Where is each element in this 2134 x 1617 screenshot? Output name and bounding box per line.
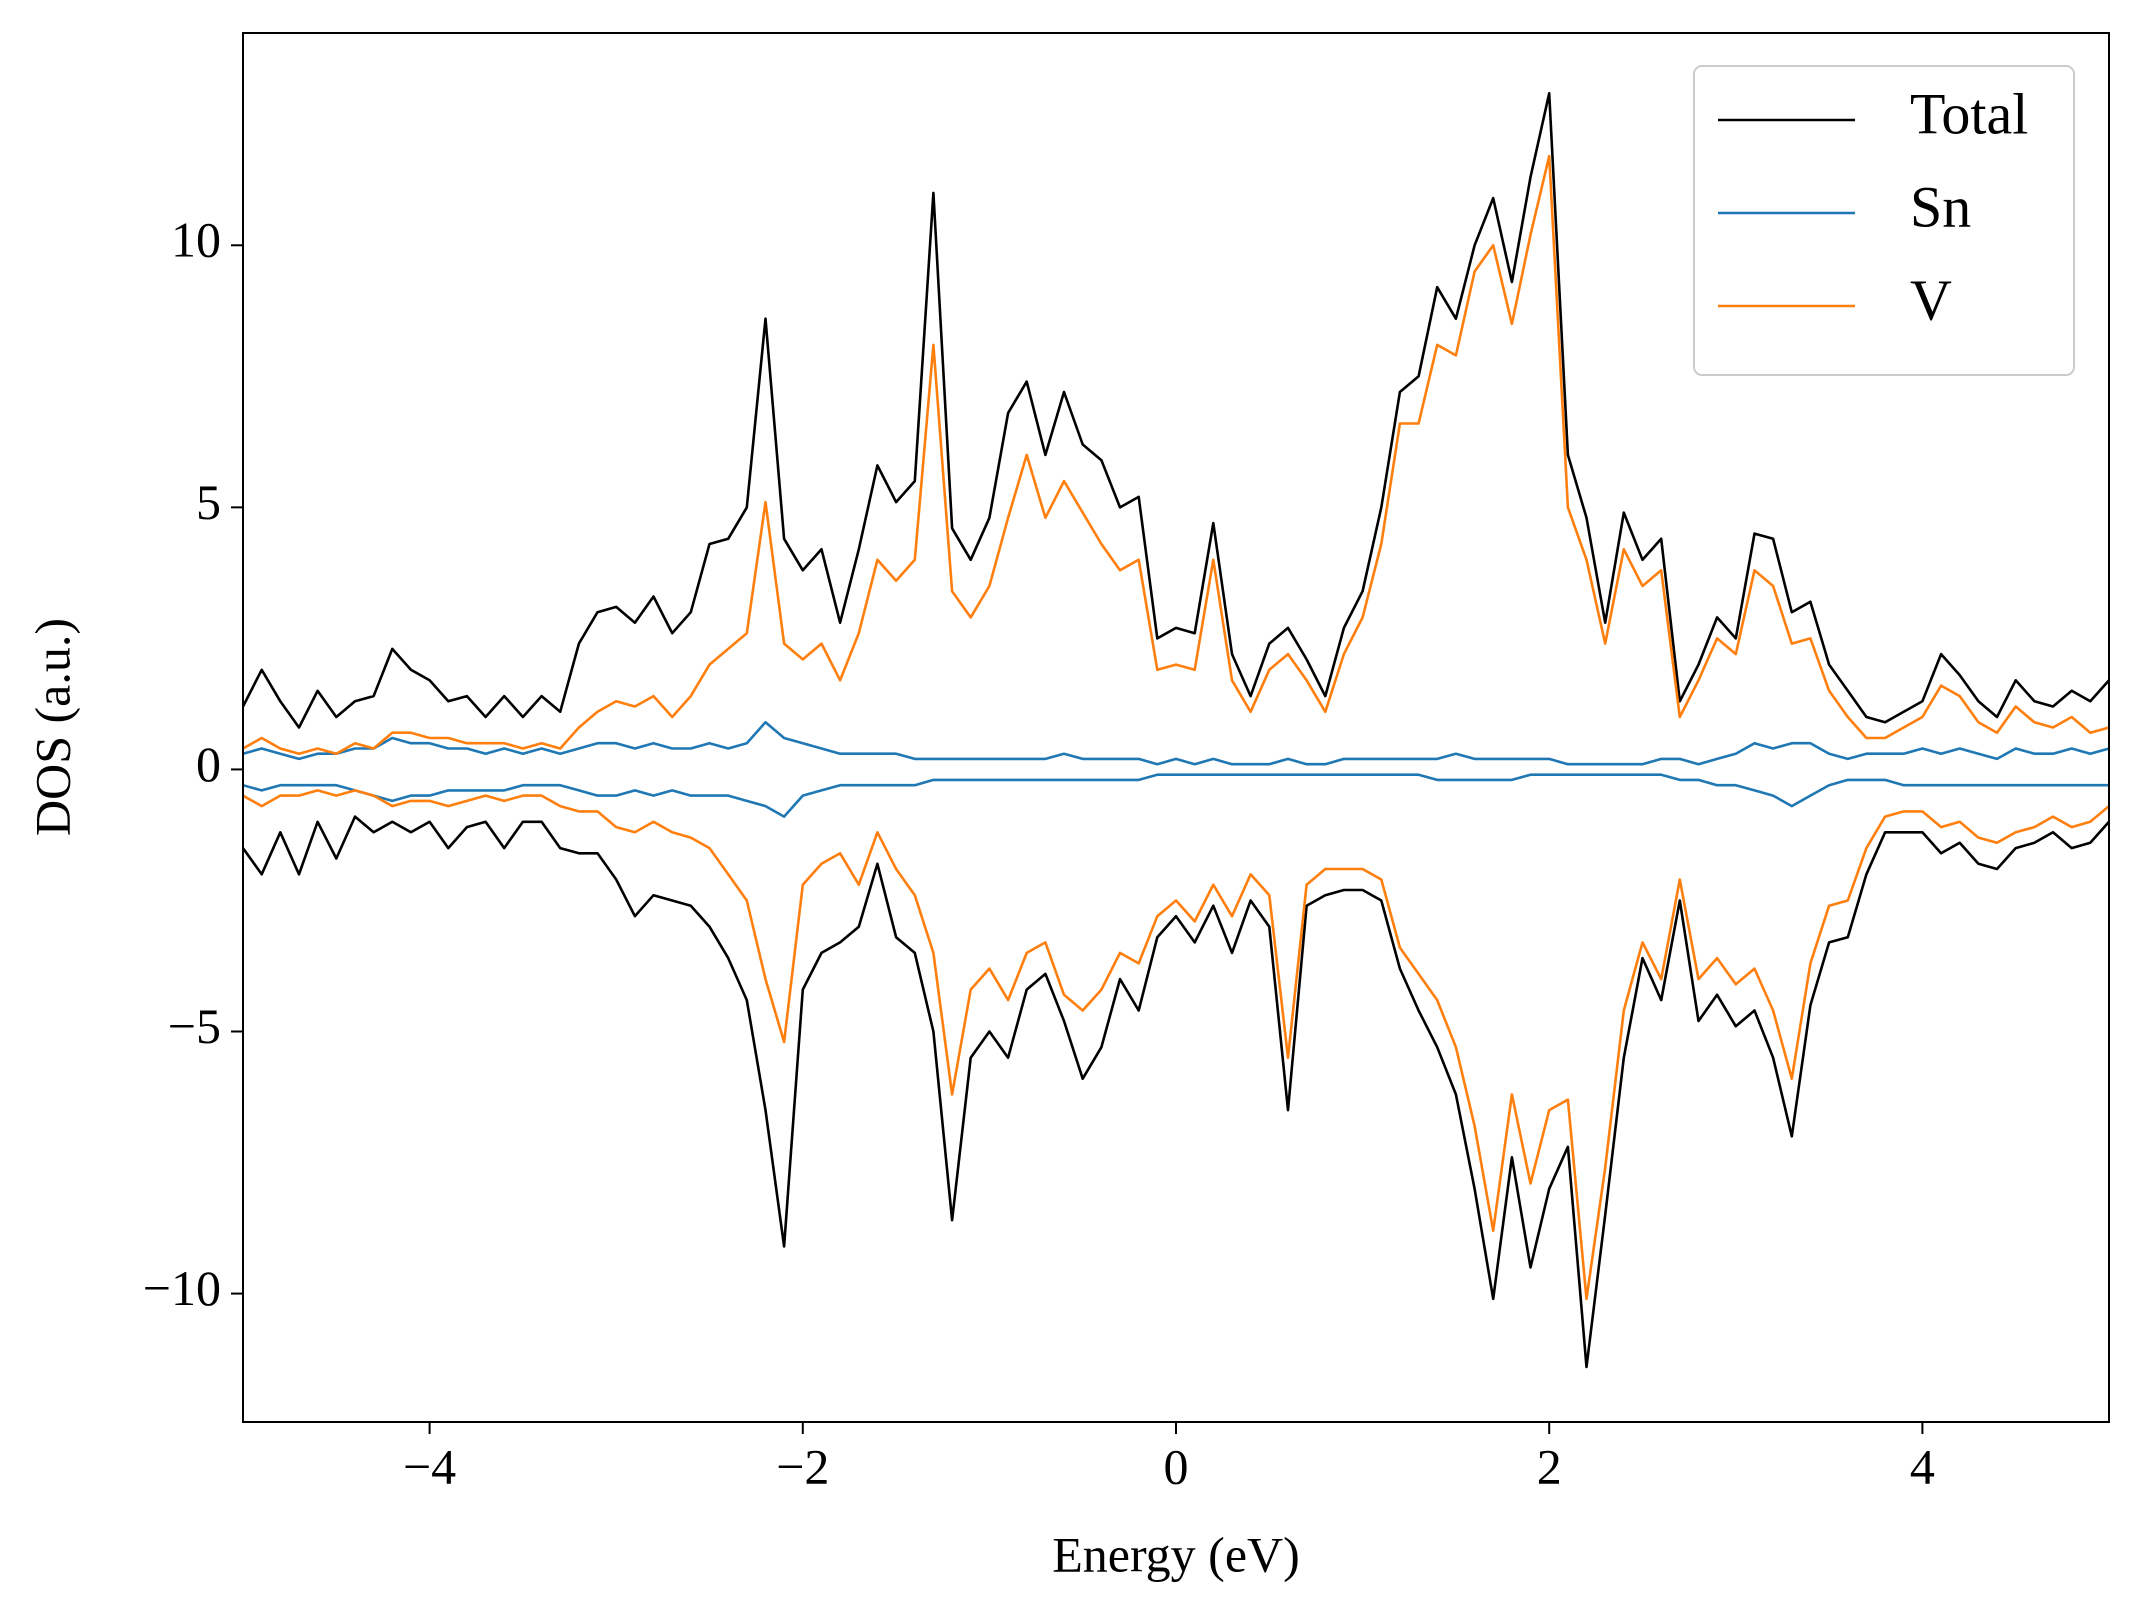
plot-frame	[242, 32, 2110, 1423]
series-line	[243, 815, 2109, 1369]
series-line	[243, 789, 2109, 1301]
x-axis-label: Energy (eV)	[1052, 1526, 1300, 1582]
legend-label: Total	[1910, 81, 2028, 146]
y-tick-label: −10	[143, 1260, 221, 1316]
series-line	[243, 92, 2109, 729]
series-line	[243, 154, 2109, 755]
legend-box	[1693, 65, 2075, 376]
y-tick-label: 5	[196, 474, 221, 530]
x-tick-label: 2	[1537, 1438, 1562, 1494]
y-tick-label: 0	[196, 736, 221, 792]
y-tick-label: −5	[168, 998, 221, 1054]
y-axis-label: DOS (a.u.)	[24, 618, 80, 836]
x-tick-label: −4	[403, 1438, 456, 1494]
y-tick-label: 10	[171, 212, 221, 268]
x-tick-label: 4	[1910, 1438, 1935, 1494]
legend-label: Sn	[1910, 174, 1971, 239]
x-tick-label: 0	[1164, 1438, 1189, 1494]
series-line	[243, 721, 2109, 766]
legend-label: V	[1910, 267, 1952, 332]
series-line	[243, 773, 2109, 818]
x-tick-label: −2	[776, 1438, 829, 1494]
